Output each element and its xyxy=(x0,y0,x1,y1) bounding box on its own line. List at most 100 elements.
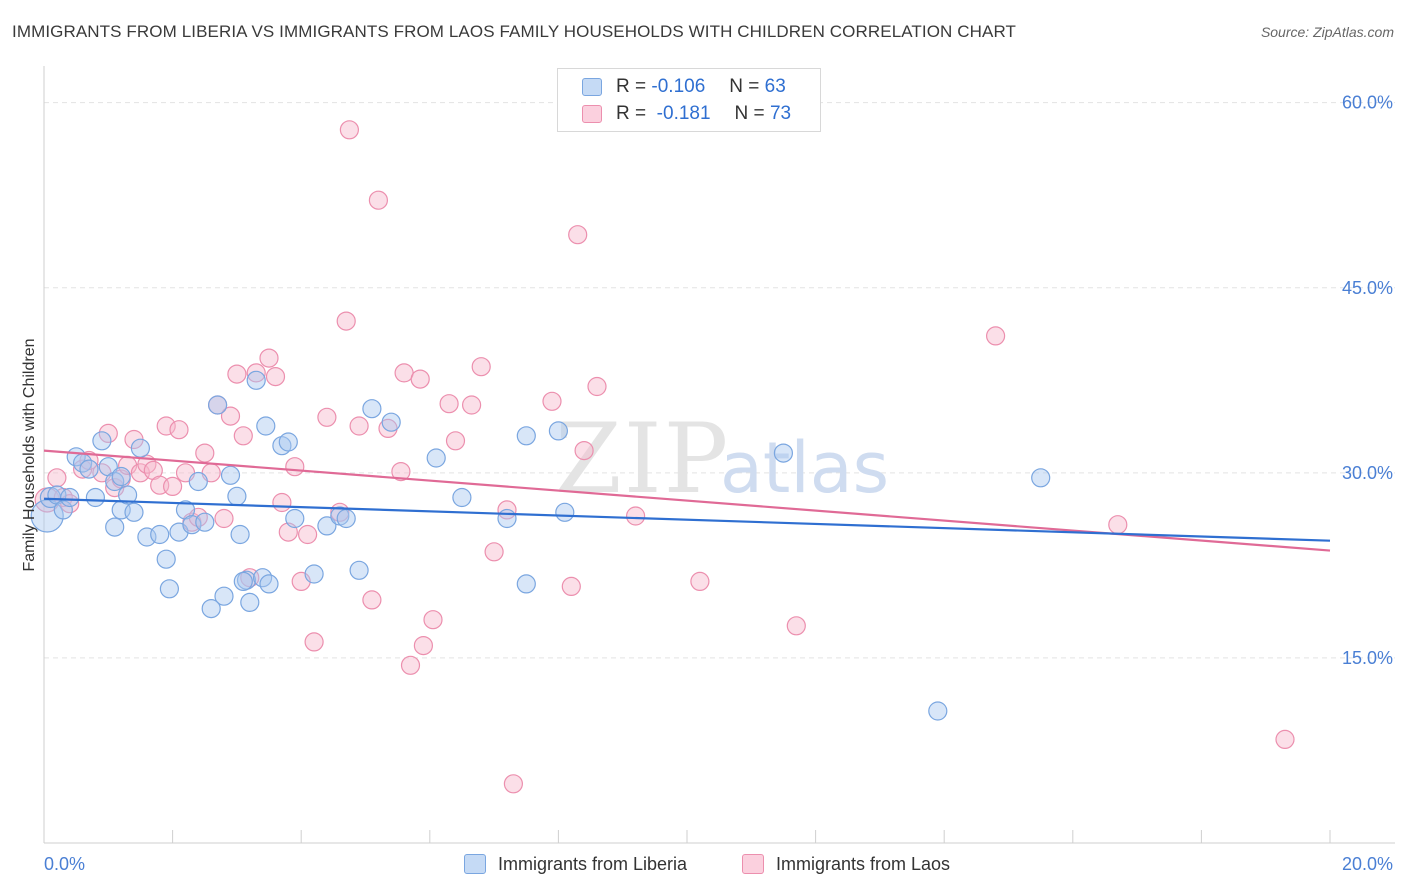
data-point xyxy=(285,508,305,529)
data-point xyxy=(159,579,179,599)
data-point xyxy=(336,311,356,331)
legend-r-value: -0.181 xyxy=(656,103,711,124)
liberia-swatch xyxy=(582,78,602,96)
data-point xyxy=(195,443,215,463)
data-point xyxy=(220,406,241,426)
data-point xyxy=(548,421,569,441)
data-point xyxy=(105,471,125,492)
data-point xyxy=(445,431,466,451)
stats-legend: R = -0.106 N = 63 R = -0.181 N = 73 xyxy=(557,68,821,132)
data-point xyxy=(85,487,106,508)
bottom-legend-laos: Immigrants from Laos xyxy=(742,852,950,876)
data-point xyxy=(503,774,524,794)
data-point xyxy=(130,438,150,458)
data-point xyxy=(285,457,305,477)
trend-lines xyxy=(43,449,1331,552)
watermark-atlas: atlas xyxy=(720,427,889,509)
data-point xyxy=(516,426,536,446)
data-point xyxy=(47,468,67,488)
data-point xyxy=(625,506,646,526)
data-point xyxy=(214,586,234,606)
legend-r-value: -0.106 xyxy=(651,76,706,97)
data-point xyxy=(259,574,279,594)
legend-n-label: N = xyxy=(729,76,760,97)
data-point xyxy=(214,508,234,529)
data-point xyxy=(928,701,948,721)
legend-n-value: 63 xyxy=(764,76,786,97)
data-point xyxy=(298,524,318,545)
liberia-points xyxy=(30,370,1051,721)
data-point xyxy=(230,524,250,545)
legend-r-label: R = xyxy=(616,76,647,97)
data-point xyxy=(233,426,253,446)
data-point xyxy=(265,367,286,387)
y-tick-label: 30.0% xyxy=(1342,463,1393,483)
data-point xyxy=(256,416,276,436)
data-point xyxy=(220,465,241,485)
legend-n-label: N = xyxy=(734,103,765,124)
x-tick-label: 0.0% xyxy=(44,854,85,874)
data-point xyxy=(233,571,253,592)
data-point xyxy=(400,655,421,675)
data-point xyxy=(1108,515,1128,535)
laos-swatch xyxy=(582,105,602,123)
y-tick-label: 45.0% xyxy=(1342,278,1393,298)
liberia-trend-line xyxy=(43,497,1331,542)
data-point xyxy=(362,399,382,419)
data-point xyxy=(246,370,266,390)
data-point xyxy=(304,632,324,652)
data-point xyxy=(240,592,260,613)
legend-r-label: R = xyxy=(616,103,647,124)
data-point xyxy=(349,416,369,436)
data-point xyxy=(574,441,594,461)
data-point xyxy=(317,407,337,427)
y-tick-label: 15.0% xyxy=(1342,648,1393,668)
data-point xyxy=(471,357,491,377)
data-point xyxy=(439,394,459,414)
data-point xyxy=(304,564,324,584)
data-point xyxy=(259,348,279,368)
data-point xyxy=(336,508,356,529)
y-axis-label: Family Households with Children xyxy=(21,338,38,572)
data-point xyxy=(272,436,292,456)
data-point xyxy=(105,517,125,537)
data-point xyxy=(452,487,472,508)
data-point xyxy=(555,502,575,522)
data-point xyxy=(410,369,430,389)
data-point xyxy=(169,420,189,440)
data-point xyxy=(381,412,401,432)
axes xyxy=(43,66,1395,844)
gridlines xyxy=(44,102,1395,659)
data-point xyxy=(561,576,581,597)
legend-row-laos: R = -0.181 N = 73 xyxy=(582,103,791,125)
data-point xyxy=(53,500,73,520)
data-point xyxy=(339,120,359,140)
data-point xyxy=(773,443,794,463)
data-point xyxy=(985,326,1006,346)
data-point xyxy=(30,499,64,533)
data-point xyxy=(124,502,144,522)
data-point xyxy=(195,512,215,532)
data-point xyxy=(156,416,176,436)
data-point xyxy=(362,590,382,610)
x-tick-label: 20.0% xyxy=(1342,854,1393,874)
data-point xyxy=(111,466,131,487)
data-point xyxy=(92,431,112,451)
y-tick-labels: 15.0% 30.0% 45.0% 60.0% xyxy=(1342,93,1393,668)
data-point xyxy=(690,571,710,592)
data-point xyxy=(227,486,247,506)
data-point xyxy=(188,471,208,492)
chart-title: IMMIGRANTS FROM LIBERIA VS IMMIGRANTS FR… xyxy=(12,22,1016,41)
data-point xyxy=(272,492,292,513)
data-point xyxy=(163,476,183,496)
data-point xyxy=(423,610,443,630)
data-point xyxy=(317,516,337,536)
data-point xyxy=(156,549,176,569)
legend-n-value: 73 xyxy=(769,103,792,124)
data-point xyxy=(246,363,266,383)
data-point xyxy=(391,462,411,482)
x-tick-labels: 0.0% 20.0% xyxy=(44,854,1393,874)
data-point xyxy=(516,574,536,594)
bottom-legend-label: Immigrants from Liberia xyxy=(498,853,688,874)
data-point xyxy=(587,376,607,397)
